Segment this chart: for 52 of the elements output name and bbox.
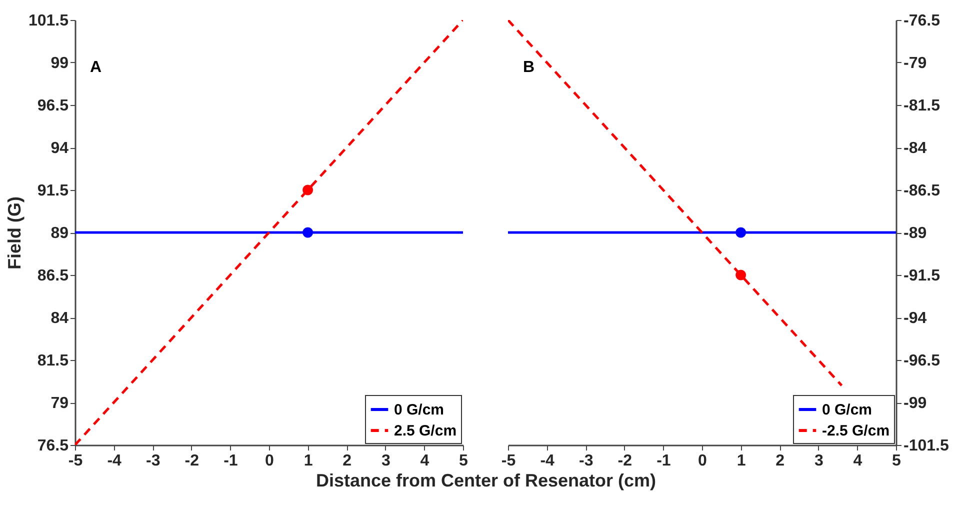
x-tick-label: -3 bbox=[578, 452, 594, 470]
annotation: B bbox=[523, 58, 535, 76]
x-tick-label: -2 bbox=[618, 452, 632, 470]
x-tick-label: -3 bbox=[146, 452, 160, 470]
y-axis-title: Field (G) bbox=[4, 196, 24, 270]
y-tick-label: 86.5 bbox=[37, 268, 69, 284]
y-tick-label: 94 bbox=[50, 140, 69, 157]
y2-tick-label: -79 bbox=[904, 55, 927, 72]
x-tick-label: 5 bbox=[892, 452, 902, 470]
y2-tick-label: -81.5 bbox=[904, 98, 940, 114]
x-tick-label: -4 bbox=[540, 452, 555, 470]
y-tick-label: 79 bbox=[50, 395, 69, 412]
y2-tick-label: -96.5 bbox=[904, 352, 940, 370]
y2-tick-label: -101.5 bbox=[904, 438, 949, 454]
x-tick-label: 0 bbox=[265, 452, 274, 470]
legend-label: 0 G/cm bbox=[822, 402, 872, 418]
y2-tick-label: -89 bbox=[904, 225, 927, 242]
x-tick-label: 2 bbox=[342, 452, 352, 470]
y-tick-label: 96.5 bbox=[37, 98, 69, 114]
y2-tick-label: -99 bbox=[904, 395, 927, 412]
x-tick-label: -5 bbox=[68, 452, 83, 470]
y2-tick-label: -84 bbox=[904, 140, 927, 157]
x-tick-label: 1 bbox=[736, 452, 746, 470]
x-axis-title: Distance from Center of Resenator (cm) bbox=[316, 470, 656, 490]
x-tick-label: -2 bbox=[184, 452, 200, 470]
y-tick-label: 101.5 bbox=[28, 12, 69, 30]
x-tick-label: -5 bbox=[501, 452, 516, 470]
x-tick-label: 1 bbox=[304, 452, 313, 470]
y-tick-label: 91.5 bbox=[37, 182, 69, 200]
x-tick-label: 4 bbox=[420, 452, 430, 470]
y-tick-label: 99 bbox=[50, 55, 69, 72]
y2-tick-label: -86.5 bbox=[904, 182, 940, 200]
x-tick-label: 5 bbox=[459, 452, 468, 470]
y2-tick-label: -76.5 bbox=[904, 12, 940, 30]
x-tick-label: 3 bbox=[381, 452, 390, 470]
x-tick-label: -4 bbox=[107, 452, 122, 470]
x-tick-label: -1 bbox=[224, 452, 238, 470]
x-tick-label: 0 bbox=[698, 452, 708, 470]
annotation: A bbox=[90, 58, 102, 76]
x-tick-label: 4 bbox=[853, 452, 862, 470]
y2-tick-label: -91.5 bbox=[904, 268, 940, 284]
legend-label: 0 G/cm bbox=[394, 402, 444, 418]
y2-tick-label: -94 bbox=[904, 310, 927, 327]
x-tick-label: 3 bbox=[814, 452, 824, 470]
x-tick-label: -1 bbox=[656, 452, 671, 470]
y-tick-label: 76.5 bbox=[37, 438, 69, 454]
y-tick-label: 89 bbox=[50, 225, 69, 242]
x-tick-label: 2 bbox=[776, 452, 785, 470]
y-tick-label: 84 bbox=[50, 310, 69, 327]
legend-label: 2.5 G/cm bbox=[394, 422, 457, 440]
legend-label: -2.5 G/cm bbox=[822, 422, 890, 440]
y-tick-label: 81.5 bbox=[37, 352, 69, 370]
